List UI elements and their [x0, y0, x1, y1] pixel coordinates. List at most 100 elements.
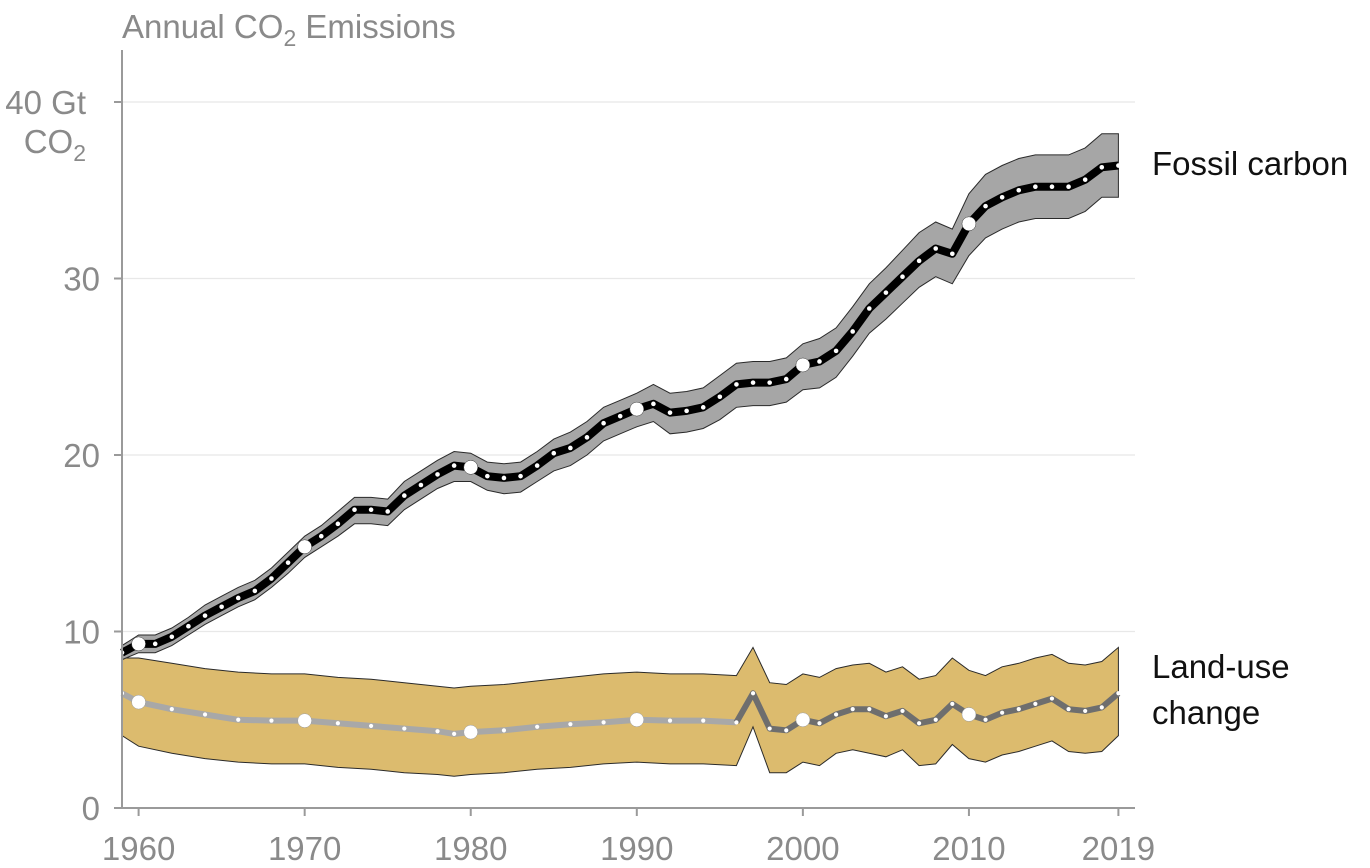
- x-tick-label-2019: 2019: [1082, 830, 1155, 867]
- point-fossil-1977: [418, 482, 424, 488]
- point-fossil-1966: [235, 595, 241, 601]
- point-fossil-2017: [1082, 177, 1088, 182]
- marker-fossil-1960: [131, 636, 146, 652]
- point-fossil-1995: [717, 394, 723, 400]
- point-land-use-1986: [568, 722, 573, 727]
- label-fossil-carbon: Fossil carbon: [1152, 145, 1348, 182]
- chart-title: Annual CO2 Emissions: [122, 8, 456, 51]
- point-land-use-1976: [402, 726, 407, 731]
- point-land-use-1978: [435, 729, 440, 734]
- series-lines: [119, 161, 1121, 737]
- point-fossil-1997: [750, 380, 756, 385]
- x-tick-label-1990: 1990: [600, 830, 673, 867]
- point-fossil-1968: [269, 576, 274, 581]
- point-land-use-2007: [917, 721, 922, 726]
- point-land-use-1996: [734, 720, 739, 725]
- point-land-use-2019: [1116, 691, 1121, 696]
- x-tick-label-1960: 1960: [102, 830, 175, 867]
- x-tick-label-2000: 2000: [766, 830, 839, 867]
- point-land-use-2012: [1000, 710, 1005, 715]
- point-fossil-1986: [568, 445, 573, 451]
- point-land-use-1998: [767, 726, 772, 731]
- point-land-use-2005: [883, 714, 889, 719]
- point-land-use-2008: [933, 717, 938, 722]
- x-tick-label-1970: 1970: [268, 830, 341, 867]
- point-land-use-2004: [867, 707, 872, 712]
- marker-land-use-2010: [961, 707, 977, 722]
- point-land-use-2014: [1033, 701, 1038, 706]
- tick-labels: 0 10 20 30 1960 1970 1980 1990 2000 2010 2019: [63, 261, 1155, 868]
- point-fossil-2009: [950, 251, 955, 257]
- point-fossil-2003: [850, 329, 855, 334]
- y-tick-label-20: 20: [63, 437, 100, 474]
- point-fossil-1982: [501, 475, 507, 481]
- point-land-use-2006: [900, 708, 905, 714]
- point-fossil-1971: [318, 533, 324, 539]
- marker-fossil-1980: [463, 460, 478, 475]
- label-land-use-line2: change: [1152, 694, 1260, 731]
- point-fossil-1996: [734, 382, 739, 387]
- point-fossil-2005: [883, 290, 889, 295]
- marker-land-use-1960: [131, 694, 146, 710]
- point-land-use-1979: [452, 731, 457, 736]
- marker-fossil-2000: [795, 357, 811, 373]
- point-land-use-2016: [1066, 707, 1071, 712]
- point-fossil-1962: [169, 634, 175, 640]
- point-fossil-2007: [916, 258, 922, 264]
- point-land-use-1982: [501, 728, 507, 733]
- point-land-use-1992: [667, 718, 673, 723]
- point-land-use-2002: [833, 712, 839, 717]
- point-fossil-1999: [783, 376, 789, 382]
- point-fossil-1994: [700, 405, 706, 410]
- y-tick-label-0: 0: [82, 790, 100, 827]
- point-fossil-1976: [402, 493, 407, 498]
- y-unit-line2: CO2: [24, 123, 86, 166]
- chart-title-subscript: 2: [283, 25, 296, 51]
- point-fossil-1963: [186, 623, 191, 629]
- point-land-use-1972: [335, 721, 340, 726]
- point-fossil-2001: [817, 359, 822, 364]
- point-land-use-2015: [1049, 696, 1055, 701]
- point-fossil-2011: [983, 203, 988, 209]
- point-land-use-2003: [850, 707, 855, 712]
- point-fossil-2002: [833, 348, 839, 354]
- point-fossil-1965: [219, 604, 224, 610]
- marker-fossil-1970: [297, 539, 312, 555]
- point-land-use-2001: [817, 721, 822, 726]
- point-land-use-1964: [202, 712, 208, 717]
- point-fossil-1988: [601, 420, 606, 426]
- point-fossil-1992: [667, 410, 673, 415]
- point-fossil-1987: [584, 435, 590, 440]
- point-land-use-2011: [983, 717, 988, 722]
- point-fossil-2018: [1099, 165, 1105, 170]
- point-land-use-2013: [1016, 707, 1021, 712]
- point-fossil-1998: [767, 380, 772, 385]
- axes: [114, 50, 1135, 816]
- y-unit-co: CO: [24, 123, 74, 160]
- point-land-use-1994: [701, 718, 706, 723]
- gridlines: [122, 101, 1135, 633]
- point-fossil-1961: [152, 641, 158, 647]
- y-tick-label-10: 10: [63, 614, 100, 651]
- point-fossil-1981: [485, 473, 490, 479]
- point-fossil-1983: [518, 473, 523, 479]
- point-fossil-1993: [684, 408, 689, 414]
- x-tick-label-1980: 1980: [434, 830, 507, 867]
- point-land-use-1968: [269, 718, 274, 723]
- point-fossil-1972: [335, 521, 341, 527]
- marker-land-use-1990: [629, 712, 645, 727]
- x-tick-label-2010: 2010: [932, 830, 1005, 867]
- point-fossil-2019: [1116, 163, 1121, 168]
- band-land-use-change: [121, 646, 1119, 777]
- point-fossil-1979: [451, 463, 457, 468]
- point-fossil-1964: [202, 613, 208, 618]
- point-land-use-1966: [236, 717, 241, 722]
- point-fossil-1969: [285, 560, 291, 565]
- point-fossil-1985: [551, 450, 557, 456]
- point-fossil-2006: [900, 274, 905, 280]
- point-fossil-1973: [352, 507, 357, 513]
- chart-title-main: Annual CO: [122, 8, 283, 45]
- point-fossil-1967: [252, 588, 258, 594]
- point-fossil-2013: [1016, 187, 1022, 193]
